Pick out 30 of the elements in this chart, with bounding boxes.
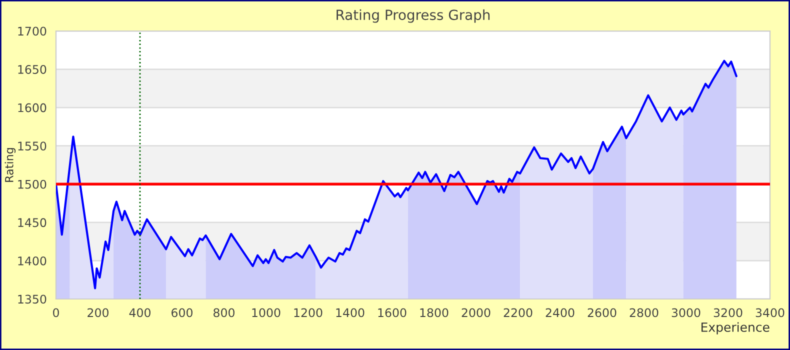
x-tick-label: 2600	[588, 308, 616, 318]
x-tick-label: 1000	[252, 308, 280, 318]
x-tick-label: 1200	[294, 308, 322, 318]
y-tick-label: 1400	[18, 256, 46, 266]
y-tick-label: 1650	[18, 65, 46, 74]
x-tick-label: 400	[129, 308, 150, 318]
x-tick-label: 2000	[462, 308, 490, 318]
x-tick-label: 3400	[756, 308, 784, 318]
x-tick-label: 600	[172, 308, 192, 318]
x-tick-label: 2400	[546, 308, 574, 318]
y-tick-label: 1700	[18, 26, 46, 36]
y-tick-label: 1600	[18, 103, 46, 112]
x-tick-label: 2800	[630, 308, 658, 318]
y-tick-label: 1500	[18, 180, 46, 189]
y-axis-title: Rating	[4, 148, 16, 182]
x-tick-label: 200	[88, 308, 108, 318]
x-tick-label: 1600	[378, 308, 406, 318]
y-tick-label: 1350	[18, 294, 46, 304]
line-series	[56, 60, 738, 290]
x-axis-title: Experience	[702, 322, 770, 334]
y-tick-label: 1450	[18, 218, 46, 228]
x-tick-label: 0	[53, 308, 59, 318]
x-tick-label: 800	[214, 308, 234, 318]
x-tick-label: 1400	[336, 308, 364, 318]
x-tick-label: 3200	[714, 308, 742, 318]
y-tick-label: 1550	[18, 142, 46, 151]
x-tick-label: 1800	[420, 308, 448, 318]
x-tick-label: 2200	[504, 308, 532, 318]
x-tick-label: 3000	[672, 308, 700, 318]
chart-title: Rating Progress Graph	[336, 9, 490, 23]
